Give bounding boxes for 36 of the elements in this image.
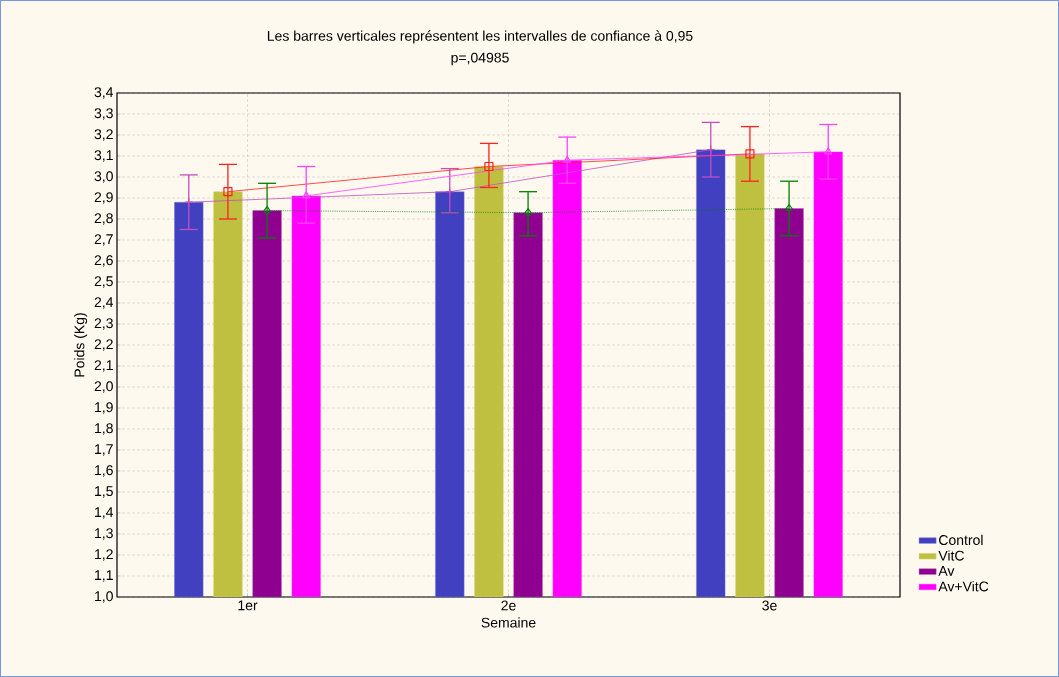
y-tick-label: 1,4 xyxy=(95,507,114,519)
y-tick-label: 1,9 xyxy=(95,402,113,414)
y-tick-label: 2,3 xyxy=(94,318,113,330)
y-tick-label: 2,5 xyxy=(94,276,113,288)
y-tick-label: 1,5 xyxy=(95,486,113,498)
y-tick-label: 2,2 xyxy=(94,339,113,351)
y-tick-label: 2,8 xyxy=(94,213,113,225)
y-tick-label: 1,7 xyxy=(95,444,113,456)
y-tick-label: 3,4 xyxy=(94,87,114,99)
chart-title: Les barres verticales représentent les intervalles de confiance à 0,95 xyxy=(267,30,693,44)
y-tick-label: 2,6 xyxy=(94,255,113,267)
y-tick-label: 1,2 xyxy=(95,549,113,561)
y-tick-label: 2,1 xyxy=(94,360,113,372)
y-tick-label: 3,3 xyxy=(94,108,113,120)
legend-label: VitC xyxy=(938,550,965,561)
y-tick-label: 3,0 xyxy=(94,171,113,183)
y-tick-label: 2,9 xyxy=(94,192,113,204)
y-tick-label: 1,6 xyxy=(95,465,113,477)
x-tick-label: 2e xyxy=(501,600,516,611)
y-tick-label: 1,8 xyxy=(95,423,113,435)
legend-label: Av xyxy=(938,566,955,576)
y-tick-label: 2,7 xyxy=(94,234,113,246)
y-tick-label: 2,4 xyxy=(94,297,114,309)
y-tick-label: 3,2 xyxy=(94,129,113,141)
x-axis-title: Semaine xyxy=(481,617,536,628)
x-tick-label: 1er xyxy=(238,600,258,611)
x-tick-label: 3e xyxy=(762,600,777,611)
legend-label: Control xyxy=(939,534,983,546)
y-tick-label: 2,0 xyxy=(94,381,113,393)
y-tick-label: 1,1 xyxy=(95,570,113,582)
legend-label: Av+VitC xyxy=(938,581,989,592)
y-tick-label: 1,3 xyxy=(95,528,113,540)
y-axis-title: Poids (Kg) xyxy=(74,313,88,377)
y-tick-label: 1,0 xyxy=(95,591,113,603)
y-tick-label: 3,1 xyxy=(94,150,113,162)
chart-subtitle: p=,04985 xyxy=(451,52,509,66)
